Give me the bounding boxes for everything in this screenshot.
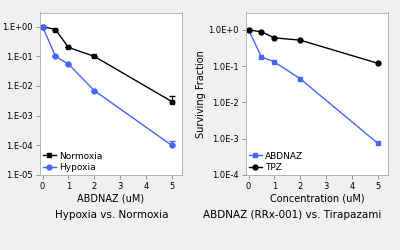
TPZ xyxy=(298,39,302,42)
Hypoxia xyxy=(53,55,58,58)
Hypoxia xyxy=(40,25,45,28)
Line: Normoxia: Normoxia xyxy=(40,24,174,104)
Normoxia xyxy=(40,25,45,28)
Legend: ABDNAZ, TPZ: ABDNAZ, TPZ xyxy=(249,152,303,172)
Normoxia xyxy=(66,46,71,49)
Line: ABDNAZ: ABDNAZ xyxy=(246,28,380,146)
Text: ABDNAZ (RRx-001) vs. Tirapazami: ABDNAZ (RRx-001) vs. Tirapazami xyxy=(203,210,381,220)
ABDNAZ xyxy=(375,142,380,145)
TPZ xyxy=(259,30,264,33)
X-axis label: ABDNAZ (uM): ABDNAZ (uM) xyxy=(78,194,144,204)
Text: Hypoxia vs. Normoxia: Hypoxia vs. Normoxia xyxy=(55,210,169,220)
Normoxia xyxy=(92,55,97,58)
TPZ xyxy=(272,36,277,39)
TPZ xyxy=(375,62,380,65)
Line: Hypoxia: Hypoxia xyxy=(40,24,174,148)
Hypoxia xyxy=(92,89,97,92)
TPZ xyxy=(246,28,251,31)
Y-axis label: Surviving Fraction: Surviving Fraction xyxy=(196,50,206,138)
Normoxia xyxy=(53,28,58,31)
ABDNAZ xyxy=(272,60,277,64)
Hypoxia xyxy=(169,144,174,147)
ABDNAZ xyxy=(259,55,264,58)
Normoxia xyxy=(169,100,174,103)
X-axis label: Concentration (uM): Concentration (uM) xyxy=(270,194,364,204)
ABDNAZ xyxy=(246,28,251,31)
ABDNAZ xyxy=(298,77,302,80)
Legend: Normoxia, Hypoxia: Normoxia, Hypoxia xyxy=(43,152,102,172)
Hypoxia xyxy=(66,62,71,66)
Line: TPZ: TPZ xyxy=(246,28,380,66)
